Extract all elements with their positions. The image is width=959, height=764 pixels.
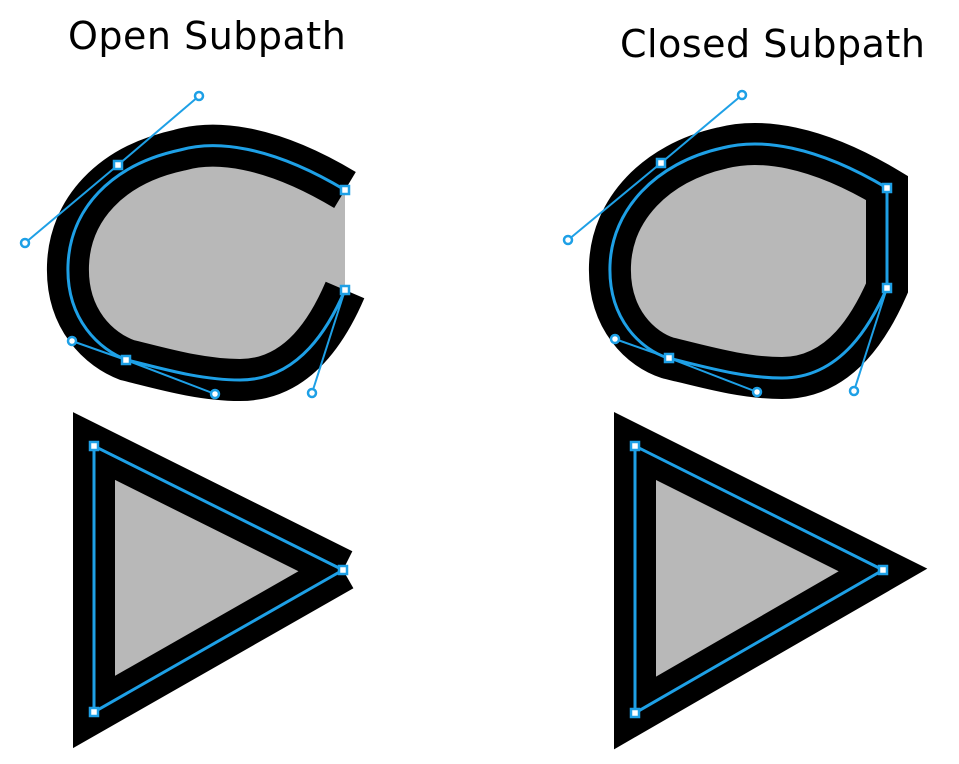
open-triangle-shape	[73, 412, 354, 749]
open-triangle-fill	[94, 446, 343, 712]
anchor-point-icon[interactable]	[655, 157, 893, 364]
closed-blob-path	[608, 142, 889, 380]
control-handle-icon[interactable]	[562, 89, 860, 398]
open-blob-shape	[19, 90, 365, 402]
anchor-point-icon[interactable]	[629, 440, 889, 719]
closed-subpath-title: Closed Subpath	[620, 22, 926, 66]
open-triangle-path	[92, 443, 344, 715]
anchor-point-icon[interactable]	[88, 440, 349, 718]
control-handle-icon[interactable]	[19, 90, 318, 400]
open-subpath-title: Open Subpath	[68, 14, 347, 58]
closed-triangle-path	[633, 443, 887, 716]
anchor-point-icon[interactable]	[112, 159, 351, 366]
open-blob-handles	[24, 95, 346, 395]
open-blob-fill	[67, 145, 346, 380]
closed-blob-stroke	[588, 123, 908, 400]
open-blob-path	[66, 144, 347, 382]
closed-blob-shape	[562, 89, 908, 400]
closed-triangle-stroke	[614, 412, 928, 750]
closed-blob-handles	[567, 94, 888, 393]
closed-triangle-shape	[614, 412, 928, 750]
